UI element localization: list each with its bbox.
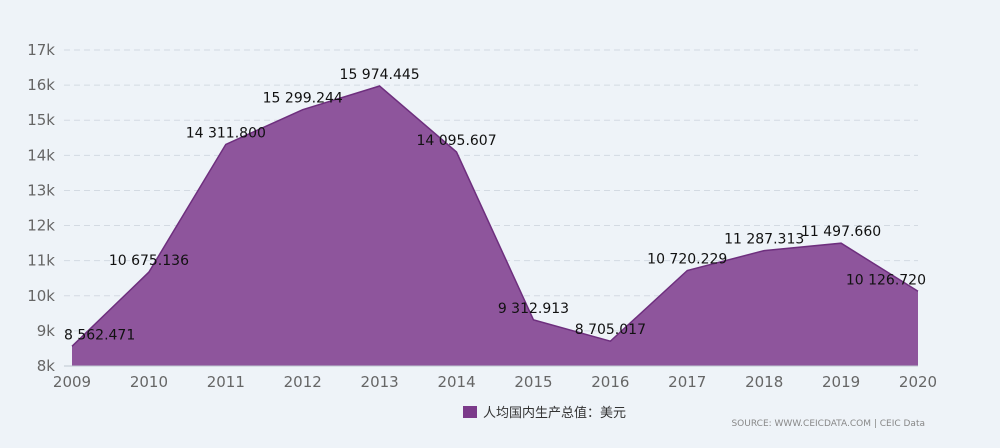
x-tick-label: 2018	[745, 373, 783, 391]
legend-label: 人均国内生产总值：美元	[483, 405, 626, 421]
data-label: 14 311.800	[186, 125, 266, 141]
y-tick-label: 9k	[37, 322, 56, 340]
y-tick-label: 8k	[37, 357, 56, 375]
y-tick-label: 11k	[27, 252, 55, 270]
y-axis: 8k 9k 10k 11k 12k 13k 14k 15k 16k 17k	[27, 41, 55, 375]
data-label: 10 126.720	[846, 272, 926, 288]
x-tick-label: 2015	[514, 373, 552, 391]
x-tick-label: 2017	[668, 373, 706, 391]
x-tick-label: 2012	[284, 373, 322, 391]
data-label: 8 705.017	[575, 322, 646, 338]
data-label: 10 675.136	[109, 253, 189, 269]
data-label: 15 299.244	[263, 91, 343, 107]
plot-area	[71, 85, 919, 366]
y-tick-label: 12k	[27, 217, 55, 235]
x-axis: 2009 2010 2011 2012 2013 2014 2015 2016 2017 2018…	[53, 365, 937, 391]
legend[interactable]: 人均国内生产总值：美元	[463, 405, 626, 421]
data-label: 9 312.913	[498, 301, 569, 317]
x-tick-label: 2010	[130, 373, 168, 391]
data-label: 15 974.445	[340, 67, 420, 83]
source-note: SOURCE: WWW.CEICDATA.COM | CEIC Data	[731, 419, 925, 429]
y-tick-label: 10k	[27, 287, 55, 305]
x-tick-label: 2014	[437, 373, 475, 391]
x-tick-label: 2011	[207, 373, 245, 391]
y-tick-label: 13k	[27, 181, 55, 199]
data-label: 11 497.660	[801, 224, 881, 240]
data-label: 8 562.471	[64, 327, 135, 343]
legend-swatch	[463, 406, 477, 418]
y-tick-label: 17k	[27, 41, 55, 59]
data-label: 11 287.313	[724, 232, 804, 248]
x-tick-label: 2019	[822, 373, 860, 391]
x-tick-label: 2009	[53, 373, 91, 391]
x-tick-label: 2013	[361, 373, 399, 391]
y-tick-label: 14k	[27, 146, 55, 164]
data-labels: 8 562.471 10 675.136 14 311.800 15 299.244 1…	[64, 67, 926, 343]
y-tick-label: 15k	[27, 111, 55, 129]
y-tick-label: 16k	[27, 76, 55, 94]
series-line	[71, 85, 919, 347]
area-fill	[72, 86, 918, 366]
data-label: 10 720.229	[647, 251, 727, 267]
x-tick-label: 2016	[591, 373, 629, 391]
data-label: 14 095.607	[416, 133, 496, 149]
x-tick-label: 2020	[899, 373, 937, 391]
